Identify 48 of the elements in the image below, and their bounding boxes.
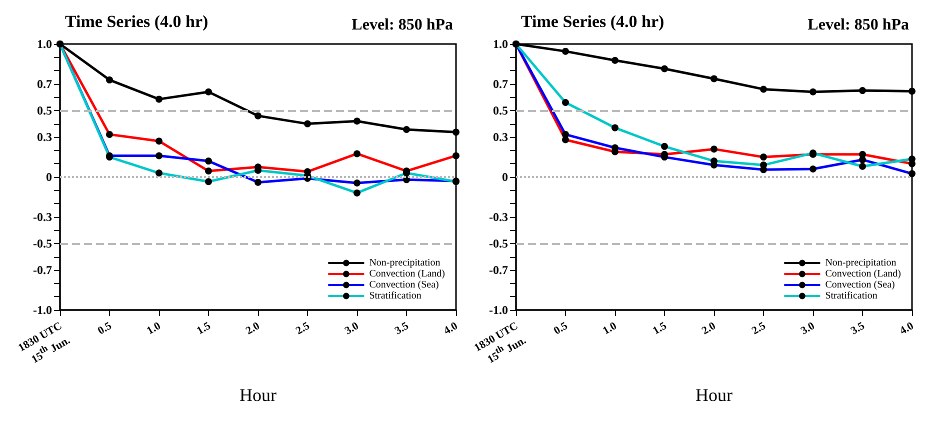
- y-tick-label: 1.0: [493, 37, 508, 51]
- y-tick-label: 0.7: [37, 76, 52, 91]
- y-tick-label: -0.3: [489, 210, 508, 224]
- x-tick-label: 2.0: [700, 320, 718, 338]
- legend-label: Convection (Sea): [369, 280, 439, 290]
- legend-label: Stratification: [825, 290, 878, 302]
- chart-subtitle: Level: 850 hPa: [352, 16, 454, 34]
- y-tick-label: -1.0: [33, 303, 52, 317]
- x-tick-label: 2.5: [294, 320, 312, 338]
- y-tick-label: 1.0: [37, 37, 52, 51]
- y-tick-label: 0: [46, 170, 52, 184]
- y-tick-label: 0.5: [493, 104, 508, 118]
- y-tick-label: -0.7: [489, 263, 508, 278]
- legend-label: Convection (Land): [825, 268, 901, 280]
- x-tick-label: 1.0: [145, 320, 163, 338]
- y-tick-label: -0.5: [489, 236, 508, 250]
- x-tick-label: 3.5: [848, 320, 866, 338]
- x-tick-label: 3.5: [392, 320, 410, 338]
- x-tick-label: 1.5: [650, 320, 668, 338]
- x-axis-title: Hour: [696, 385, 732, 405]
- y-tick-label: 0: [502, 170, 508, 184]
- x-tick-label: 0.5: [96, 320, 114, 338]
- y-tick-label: 0.3: [493, 130, 508, 144]
- legend-label: Non-precipitation: [369, 258, 440, 268]
- x-tick-label: 4.0: [442, 320, 460, 338]
- chart-title: Time Series (4.0 hr): [521, 12, 664, 31]
- y-tick-label: 0.3: [37, 130, 52, 144]
- x-axis-title: Hour: [240, 385, 276, 405]
- y-tick-label: -0.5: [33, 236, 52, 250]
- y-tick-label: -0.3: [33, 210, 52, 224]
- x-tick-label: 1.5: [194, 320, 212, 338]
- y-tick-label: 0.5: [37, 104, 52, 118]
- legend-label: Stratification: [369, 290, 422, 302]
- chart-subtitle: Level: 850 hPa: [808, 16, 910, 34]
- y-tick-label: 0.7: [493, 76, 508, 91]
- x-tick-label: 1.0: [601, 320, 619, 338]
- x-tick-label: 3.0: [799, 320, 817, 338]
- x-tick-label: 0.5: [552, 320, 570, 338]
- legend-label: Non-precipitation: [825, 258, 896, 268]
- y-tick-label: -0.7: [33, 263, 52, 278]
- x-tick-label: 3.0: [343, 320, 361, 338]
- legend-label: Convection (Land): [369, 268, 445, 280]
- x-tick-label: 2.0: [244, 320, 262, 338]
- x-tick-label: 4.0: [898, 320, 916, 338]
- chart-title: Time Series (4.0 hr): [65, 12, 208, 31]
- legend-label: Convection (Sea): [825, 280, 895, 290]
- x-tick-label: 2.5: [750, 320, 768, 338]
- y-tick-label: -1.0: [489, 303, 508, 317]
